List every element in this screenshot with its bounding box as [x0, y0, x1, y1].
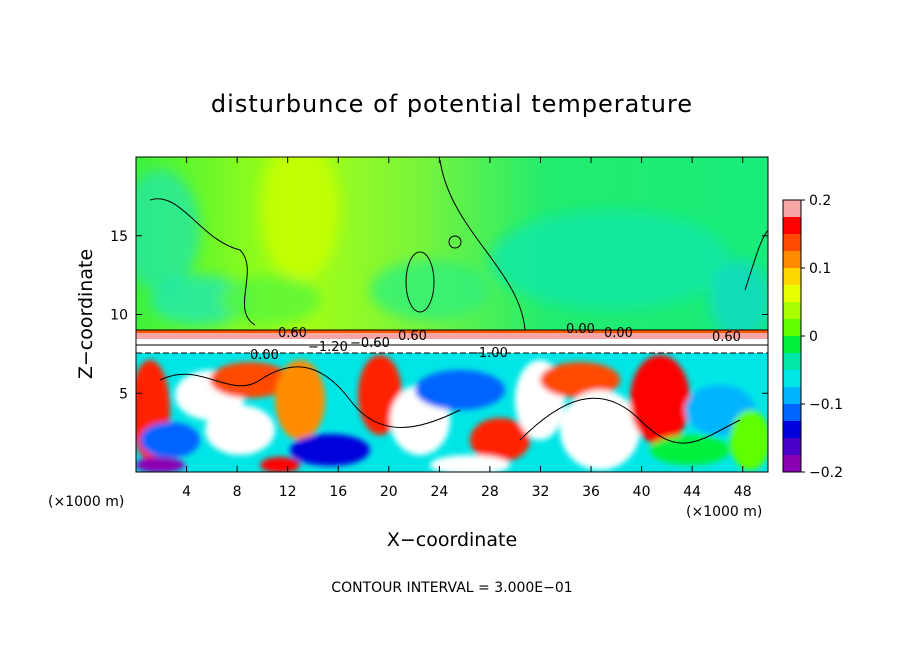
colorbar-swatch	[783, 404, 801, 422]
colorbar: 0.2 0.1 0 −0.1 −0.2	[782, 193, 843, 481]
colorbar-swatch	[783, 387, 801, 405]
colorbar-swatch	[783, 302, 801, 320]
contour-line	[448, 235, 462, 249]
colorbar-swatch	[783, 234, 801, 252]
x-tick-label: 24	[430, 484, 448, 500]
colorbar-tick-label: −0.1	[809, 397, 843, 413]
colorbar-tick-label: −0.2	[809, 465, 843, 481]
x-tick-label: 8	[233, 484, 242, 500]
contour-label: 0.60	[278, 326, 307, 341]
colorbar-swatch	[783, 455, 801, 473]
contour-label: 0.60	[712, 330, 741, 345]
x-tick-label: 20	[380, 484, 398, 500]
x-tick-label: 36	[582, 484, 600, 500]
colorbar-swatch	[783, 217, 801, 235]
y-tick-label: 10	[110, 308, 128, 324]
colorbar-swatch	[783, 438, 801, 456]
colorbar-swatch	[783, 200, 801, 218]
contour-label: −0.60	[350, 336, 390, 351]
contour-label: 0.60	[398, 329, 427, 344]
x-tick-label: 32	[532, 484, 550, 500]
chart-title: disturbunce of potential temperature	[211, 90, 693, 118]
contour-label: 0.00	[250, 348, 279, 363]
colorbar-swatch	[783, 251, 801, 269]
contour-line	[439, 159, 526, 331]
colorbar-swatch	[783, 285, 801, 303]
y-axis-label: Z−coordinate	[75, 249, 97, 379]
colorbar-tick-label: 0.1	[809, 261, 831, 277]
x-axis-label: X−coordinate	[387, 529, 517, 551]
y-tick-label: 15	[110, 229, 128, 245]
y-axis: 5 10 15	[110, 229, 768, 402]
colorbar-swatch	[783, 353, 801, 371]
contour-interval: CONTOUR INTERVAL = 3.000E−01	[331, 580, 572, 596]
contour-line	[405, 251, 435, 313]
colorbar-swatch	[783, 370, 801, 388]
x-tick-label: 28	[481, 484, 499, 500]
colorbar-tick-label: 0	[809, 329, 818, 345]
colorbar-swatch	[783, 421, 801, 439]
contour-label: −1.20	[308, 340, 348, 355]
contour-labels: 0.600.000.60 0.000.60−1.20 −0.60−1.000.00	[250, 322, 741, 363]
y-tick-label: 5	[119, 386, 128, 402]
x-tick-label: 40	[633, 484, 651, 500]
x-tick-label: 16	[329, 484, 347, 500]
contour-line	[519, 397, 741, 444]
x-unit-right: (×1000 m)	[686, 504, 762, 520]
colorbar-swatch	[783, 336, 801, 354]
colorbar-swatch	[783, 319, 801, 337]
contour-line	[744, 229, 768, 291]
x-tick-label: 44	[683, 484, 701, 500]
contour-label: 0.00	[566, 322, 595, 337]
colorbar-swatch	[783, 268, 801, 286]
colorbar-tick-label: 0.2	[809, 193, 831, 209]
contour-label: −1.00	[468, 346, 508, 361]
plot-area	[136, 157, 768, 472]
x-tick-label: 48	[734, 484, 752, 500]
x-tick-label: 12	[279, 484, 297, 500]
x-unit-left: (×1000 m)	[48, 494, 124, 510]
contour-line	[149, 198, 256, 326]
contour-label: 0.00	[604, 326, 633, 341]
x-axis: 4 8 12 16 20 24 28 32 36 40 44 48	[182, 157, 752, 500]
x-tick-label: 4	[182, 484, 191, 500]
contour-line	[159, 366, 461, 428]
